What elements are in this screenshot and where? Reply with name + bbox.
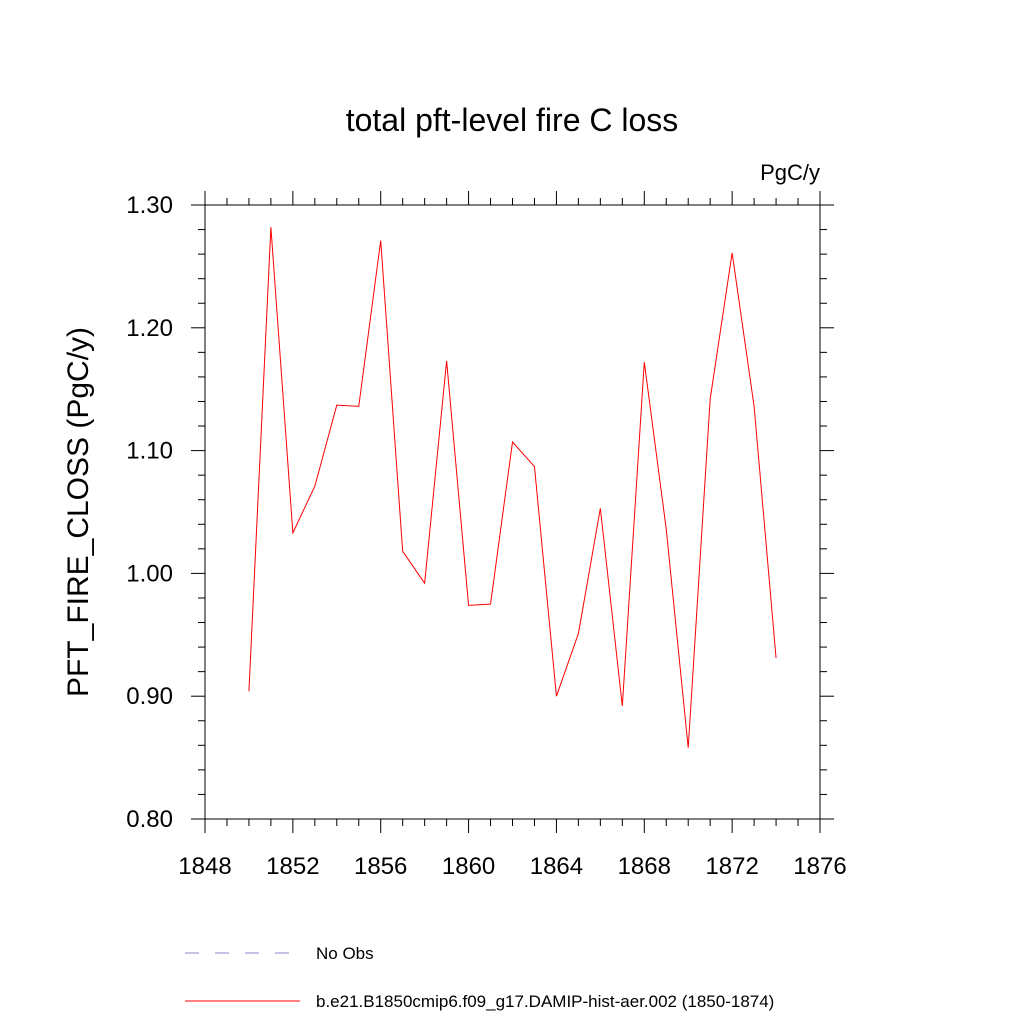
- y-tick-label: 1.30: [126, 192, 173, 219]
- major-ticks: [191, 191, 834, 833]
- minor-ticks: [198, 198, 827, 826]
- x-tick-label: 1864: [530, 853, 583, 880]
- x-tick-label: 1856: [354, 853, 407, 880]
- y-tick-labels: 0.80 0.90 1.00 1.10 1.20 1.30: [126, 192, 173, 833]
- x-tick-label: 1872: [705, 853, 758, 880]
- legend: No Obs b.e21.B1850cmip6.f09_g17.DAMIP-hi…: [185, 944, 774, 1011]
- x-tick-label: 1868: [618, 853, 671, 880]
- units-label: PgC/y: [760, 160, 820, 185]
- legend-label-run: b.e21.B1850cmip6.f09_g17.DAMIP-hist-aer.…: [316, 992, 774, 1011]
- series-line: [248, 227, 777, 748]
- x-tick-label: 1876: [793, 853, 846, 880]
- x-tick-labels: 1848 1852 1856 1860 1864 1868 1872 1876: [178, 853, 846, 880]
- y-tick-label: 1.20: [126, 315, 173, 342]
- x-tick-label: 1852: [266, 853, 319, 880]
- y-axis-label: PFT_FIRE_CLOSS (PgC/y): [62, 327, 95, 697]
- x-tick-label: 1848: [178, 853, 231, 880]
- chart-title: total pft-level fire C loss: [346, 102, 679, 138]
- plot-frame: [204, 204, 821, 820]
- legend-label-no-obs: No Obs: [316, 944, 374, 963]
- series-layer: [248, 227, 777, 748]
- y-tick-label: 0.90: [126, 683, 173, 710]
- y-tick-label: 1.00: [126, 560, 173, 587]
- x-tick-label: 1860: [442, 853, 495, 880]
- y-tick-label: 0.80: [126, 806, 173, 833]
- y-tick-label: 1.10: [126, 438, 173, 465]
